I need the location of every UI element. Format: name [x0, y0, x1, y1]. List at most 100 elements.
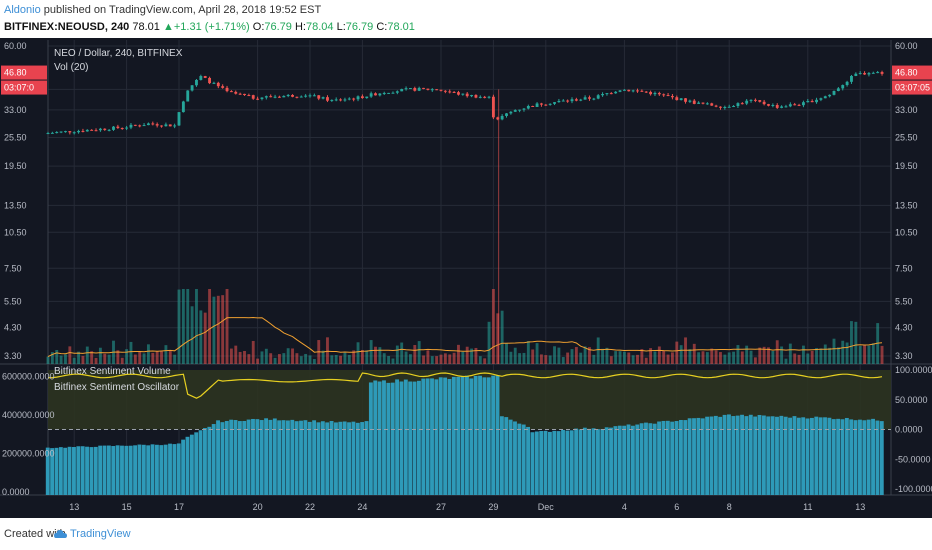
price-tick-left: 3.30: [4, 351, 22, 361]
volume-bar: [417, 341, 421, 364]
author-link[interactable]: Aldonio: [4, 4, 41, 16]
volume-bar: [181, 289, 185, 364]
volume-bar: [780, 346, 784, 364]
volume-bar: [85, 346, 89, 364]
price-chart[interactable]: 60.0060.0040.0040.0033.0033.0025.5025.50…: [0, 38, 932, 518]
candle-body: [269, 96, 273, 98]
candle-body: [618, 90, 622, 92]
sentiment-volume-bar: [744, 416, 749, 495]
sentiment-volume-bar: [154, 444, 159, 495]
volume-bar: [553, 346, 556, 364]
candle-body: [701, 102, 705, 104]
volume-bar: [513, 347, 517, 364]
sentiment-volume-bar: [259, 420, 264, 495]
sentiment-volume-bar: [831, 419, 836, 495]
candle-body: [732, 106, 735, 108]
price-tick-right: 3.30: [895, 351, 913, 361]
candle-body: [688, 100, 692, 102]
volume-bar: [719, 352, 722, 364]
sentiment-volume-bar: [285, 420, 290, 495]
sentiment-volume-bar: [67, 446, 72, 495]
volume-bar: [540, 354, 543, 364]
low-label: L:: [336, 21, 346, 33]
candle-body: [387, 92, 391, 94]
last-price-tag-right-text: 46.80: [895, 68, 918, 78]
volume-bars: [46, 289, 884, 364]
sentiment-volume-bar: [111, 446, 116, 495]
volume-bar: [470, 348, 473, 364]
candle-body: [710, 103, 714, 106]
candle-body: [98, 128, 102, 131]
candle-body: [631, 90, 635, 92]
sentiment-volume-bar: [853, 420, 858, 495]
sentiment-volume-bar: [539, 431, 544, 495]
volume-bar: [566, 352, 570, 364]
candle-body: [321, 97, 325, 99]
sentiment-volume-bar: [530, 432, 535, 495]
volume-bar: [234, 345, 238, 364]
sentiment-volume-legend: Bitfinex Sentiment Volume: [54, 366, 171, 377]
volume-bar: [588, 347, 591, 364]
sentiment-volume-bar: [761, 415, 766, 495]
x-tick-label: 17: [174, 502, 184, 512]
volume-bar: [238, 351, 242, 364]
tradingview-logo[interactable]: TradingView: [54, 526, 140, 542]
sentiment-volume-bar: [373, 380, 378, 495]
sentiment-volume-bar: [316, 422, 321, 495]
close-value: 78.01: [387, 21, 415, 33]
volume-bar: [352, 350, 356, 364]
sentiment-volume-bar: [495, 375, 500, 495]
sentiment-volume-bar: [93, 446, 98, 495]
x-tick-label: 24: [357, 502, 367, 512]
volume-bar: [330, 355, 334, 364]
candle-body: [330, 99, 334, 101]
candle-body: [548, 103, 552, 105]
x-tick-label: 13: [855, 502, 865, 512]
sentiment-volume-bar: [674, 421, 679, 495]
volume-bar: [452, 352, 456, 364]
candle-body: [762, 101, 766, 105]
sentiment-volume-bar: [281, 420, 286, 495]
volume-bar: [574, 347, 578, 364]
candle-body: [212, 82, 216, 84]
sentiment-volume-bar: [185, 436, 190, 495]
sentiment-volume-bar: [879, 421, 884, 495]
candle-body: [841, 85, 845, 89]
candle-body: [636, 90, 639, 92]
sentiment-volume-bar: [277, 420, 282, 495]
candle-body: [815, 99, 818, 103]
candle-body: [435, 89, 439, 91]
sentiment-volume-bar: [713, 415, 718, 495]
candle-body: [588, 97, 591, 99]
symbol-label[interactable]: BITFINEX:NEOUSD, 240: [4, 21, 130, 33]
candle-body: [583, 97, 587, 100]
candle-body: [666, 95, 670, 97]
volume-bar: [59, 355, 63, 364]
volume-bar: [675, 341, 679, 364]
sentiment-volume-bar: [294, 421, 299, 495]
candle-body: [500, 115, 504, 120]
countdown-tag-right-text: 03:07:05: [895, 83, 930, 93]
volume-bar: [863, 344, 866, 364]
candle-body: [657, 92, 661, 95]
volume-bar: [714, 350, 718, 364]
sentiment-volume-bar: [246, 419, 251, 495]
candle-body: [505, 113, 508, 116]
volume-bar: [793, 353, 797, 364]
volume-bar: [229, 348, 233, 364]
volume-bar: [496, 313, 500, 364]
candle-body: [360, 96, 364, 99]
volume-bar: [334, 354, 338, 364]
volume-bar: [299, 356, 303, 364]
price-tick-left: 4.30: [4, 323, 22, 333]
volume-bar: [679, 345, 683, 364]
volume-bar: [671, 352, 674, 364]
volume-bar: [736, 345, 740, 364]
sentiment-volume-bar: [76, 446, 81, 495]
sentiment-volume-bar: [194, 432, 199, 495]
volume-bar: [343, 352, 347, 364]
sentiment-volume-bar: [460, 376, 465, 495]
price-change: +1.31 (+1.71%): [173, 21, 250, 33]
candle-body: [627, 89, 631, 92]
volume-bar: [168, 351, 172, 364]
